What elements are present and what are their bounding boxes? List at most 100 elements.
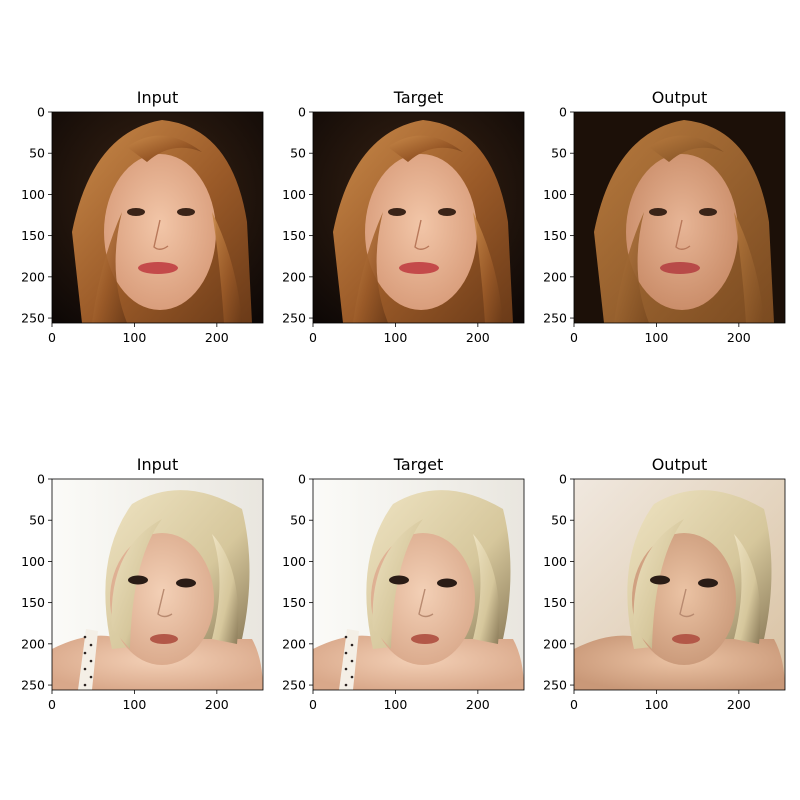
nose [414,219,430,250]
x-tick-label: 0 [48,330,56,345]
face-image [313,479,524,690]
hair-part [649,135,724,162]
panel-title: Target [393,88,444,107]
y-tick-label: 250 [282,678,306,693]
face [365,154,477,310]
nose [679,588,695,618]
axes-frame [51,111,264,324]
hair-right-lock [473,212,503,323]
hair-side [212,534,239,644]
x-tick-label: 0 [570,330,578,345]
x-tick-label: 0 [309,697,317,712]
y-tick-label: 200 [282,636,306,651]
axes-frame [312,111,525,324]
lips [150,634,178,644]
y-tick-label: 50 [29,146,45,161]
x-tick-label: 200 [727,330,751,345]
x-tick-label: 0 [570,697,578,712]
x-tick-label: 100 [122,330,146,345]
y-tick-label: 150 [543,595,567,610]
y-tick-label: 50 [551,513,567,528]
y-tick-label: 250 [543,678,567,693]
hair-left-lock [614,212,649,323]
eye-right [438,208,456,216]
y-tick-label: 150 [21,228,45,243]
face [104,154,216,310]
panel-title: Target [393,455,444,474]
y-tick-label: 100 [21,187,45,202]
face-image [574,112,785,323]
y-tick-label: 0 [559,105,567,120]
y-tick-label: 0 [298,105,306,120]
hair-fringe [633,519,684,649]
axes-frame [573,478,786,691]
y-tick-label: 250 [21,311,45,326]
y-tick-label: 0 [37,472,45,487]
y-tick-label: 50 [29,513,45,528]
eye-right [176,578,196,588]
y-tick-label: 50 [551,146,567,161]
face [626,154,738,310]
hair-part [388,135,463,162]
hair-fringe [111,519,162,649]
y-tick-label: 100 [543,554,567,569]
y-tick-label: 0 [559,472,567,487]
x-tick-label: 0 [309,330,317,345]
lips [660,262,700,274]
eye-left [649,208,667,216]
nose [157,588,173,618]
axes-frame [51,478,264,691]
y-tick-label: 150 [21,595,45,610]
x-tick-label: 100 [383,330,407,345]
hair-fringe [372,519,423,649]
y-tick-label: 100 [21,554,45,569]
x-tick-label: 200 [727,697,751,712]
lips [138,262,178,274]
lips [399,262,439,274]
y-tick-label: 150 [282,228,306,243]
nose [153,219,169,250]
y-tick-label: 50 [290,513,306,528]
y-tick-label: 250 [21,678,45,693]
y-tick-label: 100 [543,187,567,202]
panel-title: Output [652,88,708,107]
x-tick-label: 100 [644,330,668,345]
panel-title: Input [137,455,178,474]
eye-left [388,208,406,216]
y-tick-label: 200 [282,269,306,284]
y-tick-label: 200 [21,269,45,284]
x-tick-label: 200 [466,697,490,712]
hair-right-lock [212,212,242,323]
x-tick-label: 100 [383,697,407,712]
eye-right [698,578,718,588]
y-tick-label: 200 [21,636,45,651]
hair-side [734,534,761,644]
eye-left [127,208,145,216]
y-tick-label: 0 [37,105,45,120]
nose [675,219,691,250]
face-image [313,112,524,323]
panel-title: Output [652,455,708,474]
y-tick-label: 50 [290,146,306,161]
panel-title: Input [137,88,178,107]
dotted-strap [339,629,359,690]
hair-part [127,135,202,162]
eye-left [128,575,148,585]
x-tick-label: 0 [48,697,56,712]
y-tick-label: 0 [298,472,306,487]
hair-right-lock [734,212,764,323]
axes-frame [312,478,525,691]
x-tick-label: 100 [644,697,668,712]
eye-right [437,578,457,588]
y-tick-label: 150 [543,228,567,243]
y-tick-label: 250 [543,311,567,326]
x-tick-label: 100 [122,697,146,712]
y-tick-label: 100 [282,187,306,202]
